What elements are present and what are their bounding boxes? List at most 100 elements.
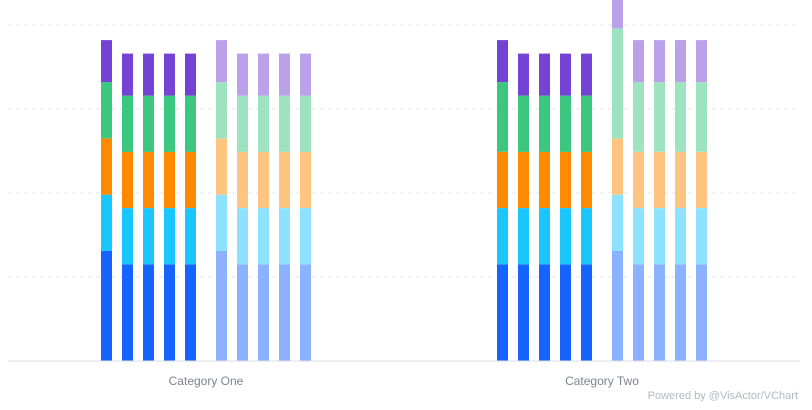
bar-segment <box>518 264 529 361</box>
bar-segment <box>279 53 290 96</box>
bars <box>101 0 707 361</box>
bar-segment <box>237 264 248 361</box>
bar-segment <box>164 95 175 152</box>
bar-segment <box>675 264 686 361</box>
bar-segment <box>258 264 269 361</box>
bar-segment <box>581 53 592 96</box>
bar-segment <box>237 53 248 96</box>
bar-segment <box>654 208 665 265</box>
bar-segment <box>560 151 571 209</box>
bar-segment <box>279 151 290 209</box>
bar-segment <box>654 151 665 209</box>
bar-segment <box>696 151 707 209</box>
bar-segment <box>185 151 196 209</box>
bar-segment <box>122 53 133 96</box>
bar-segment <box>279 264 290 361</box>
bar-segment <box>518 208 529 265</box>
bar-segment <box>497 208 508 265</box>
bar-segment <box>185 53 196 96</box>
bar-segment <box>612 251 623 361</box>
bar-segment <box>612 194 623 251</box>
bar-segment <box>497 151 508 209</box>
powered-by-credit: Powered by @VisActor/VChart <box>647 390 798 402</box>
bar-segment <box>216 40 227 83</box>
bar-segment <box>539 53 550 96</box>
bar-segment <box>696 264 707 361</box>
grid-lines <box>8 24 800 278</box>
bar-segment <box>300 208 311 265</box>
bar-segment <box>696 82 707 152</box>
bar-segment <box>581 264 592 361</box>
bar-segment <box>633 208 644 265</box>
bar-segment <box>654 264 665 361</box>
bar-segment <box>539 95 550 152</box>
bar-segment <box>258 151 269 209</box>
bar-segment <box>300 264 311 361</box>
bar-segment <box>696 208 707 265</box>
bar-segment <box>279 208 290 265</box>
bar-segment <box>539 151 550 209</box>
bar-segment <box>216 251 227 361</box>
bar-segment <box>143 53 154 96</box>
bar-segment <box>612 138 623 195</box>
bar-segment <box>633 40 644 83</box>
bar-segment <box>560 208 571 265</box>
bar-segment <box>216 138 227 195</box>
bar-segment <box>675 208 686 265</box>
bar-segment <box>279 95 290 152</box>
bar-segment <box>518 151 529 209</box>
bar-segment <box>101 82 112 139</box>
bar-segment <box>560 95 571 152</box>
bar-segment <box>143 151 154 209</box>
bar-segment <box>122 95 133 152</box>
bar-segment <box>539 264 550 361</box>
bar-segment <box>654 40 665 83</box>
bar-segment <box>581 95 592 152</box>
bar-segment <box>101 138 112 195</box>
bar-segment <box>164 53 175 96</box>
bar-segment <box>497 264 508 361</box>
bar-segment <box>633 82 644 152</box>
bar-segment <box>185 95 196 152</box>
bar-segment <box>216 194 227 251</box>
bar-segment <box>258 95 269 152</box>
bar-segment <box>164 208 175 265</box>
bar-segment <box>237 95 248 152</box>
bar-segment <box>518 95 529 152</box>
bar-segment <box>101 40 112 83</box>
bar-segment <box>633 151 644 209</box>
bar-segment <box>654 82 665 152</box>
bar-segment <box>122 208 133 265</box>
bar-segment <box>101 194 112 251</box>
bar-segment <box>675 82 686 152</box>
bar-segment <box>612 28 623 139</box>
bar-segment <box>675 40 686 83</box>
bar-segment <box>122 151 133 209</box>
bar-segment <box>237 151 248 209</box>
bar-segment <box>497 40 508 83</box>
bar-segment <box>185 264 196 361</box>
bar-segment <box>258 208 269 265</box>
x-tick-label: Category Two <box>565 374 639 388</box>
bar-segment <box>539 208 550 265</box>
bar-segment <box>122 264 133 361</box>
bar-segment <box>300 53 311 96</box>
x-axis-labels: Category One Category Two <box>169 374 640 388</box>
bar-segment <box>497 82 508 152</box>
bar-segment <box>696 40 707 83</box>
bar-segment <box>560 264 571 361</box>
bar-segment <box>164 264 175 361</box>
bar-segment <box>143 95 154 152</box>
bar-segment <box>581 151 592 209</box>
bar-segment <box>675 151 686 209</box>
bar-segment <box>581 208 592 265</box>
bar-segment <box>612 0 623 29</box>
bar-segment <box>143 208 154 265</box>
bar-segment <box>300 95 311 152</box>
bar-segment <box>300 151 311 209</box>
bar-segment <box>518 53 529 96</box>
bar-segment <box>185 208 196 265</box>
bar-segment <box>258 53 269 96</box>
bar-segment <box>633 264 644 361</box>
